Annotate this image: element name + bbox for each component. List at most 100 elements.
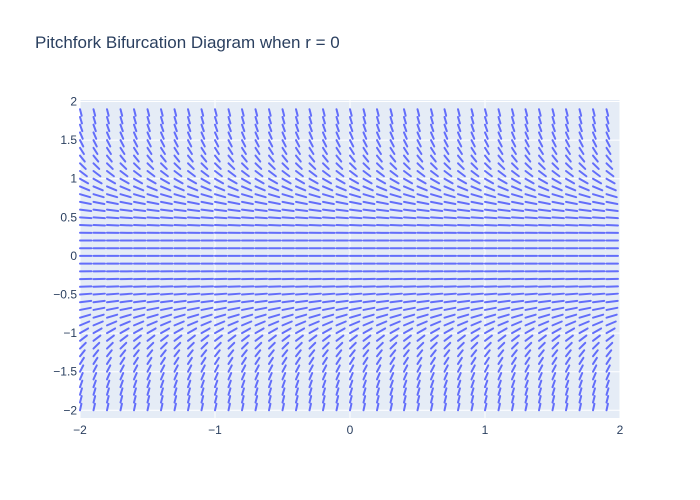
y-tick-label: −2 <box>63 403 77 417</box>
vector-arrow <box>403 334 412 342</box>
vector-arrow <box>268 292 282 296</box>
vector-arrow <box>268 387 272 396</box>
vector-arrow <box>92 193 105 199</box>
vector-arrow <box>484 177 495 185</box>
vector-arrow <box>389 208 403 212</box>
vector-arrow <box>79 185 91 192</box>
vector-arrow <box>173 299 187 304</box>
vector-arrow <box>187 387 191 396</box>
vector-arrow <box>187 154 194 163</box>
vector-arrow <box>200 131 206 140</box>
vector-arrow <box>295 208 309 212</box>
vector-arrow <box>187 162 195 170</box>
vector-arrow <box>133 320 145 327</box>
vector-arrow <box>578 334 588 342</box>
vector-arrow <box>254 177 265 185</box>
vector-arrow <box>187 208 201 212</box>
vector-arrow <box>227 146 234 156</box>
vector-arrow <box>457 146 463 156</box>
vector-arrow <box>430 334 439 342</box>
vector-arrow <box>187 123 192 133</box>
vector-arrow <box>92 364 98 373</box>
vector-arrow <box>443 177 454 185</box>
vector-arrow <box>160 162 168 170</box>
vector-arrow <box>79 154 86 163</box>
vector-arrow <box>200 146 207 156</box>
vector-arrow <box>92 177 103 185</box>
vector-arrow <box>416 341 425 350</box>
vector-arrow <box>308 193 321 199</box>
vector-arrow <box>605 292 619 296</box>
vector-arrow <box>214 364 220 373</box>
vector-arrow <box>92 320 104 327</box>
vector-arrow <box>227 208 241 212</box>
vector-arrow <box>497 306 511 311</box>
vector-arrow <box>281 123 286 133</box>
vector-arrow <box>443 327 454 335</box>
vector-arrow <box>484 299 498 304</box>
vector-arrow <box>173 313 186 319</box>
vector-arrow <box>511 177 522 185</box>
vector-arrow <box>376 395 380 404</box>
vector-arrow <box>524 364 530 373</box>
vector-arrow <box>106 402 110 412</box>
vector-arrow <box>443 356 450 365</box>
vector-arrow <box>133 200 146 206</box>
vector-arrow <box>119 327 130 335</box>
vector-arrow <box>241 131 246 140</box>
vector-arrow <box>295 372 300 381</box>
vector-arrow <box>551 320 563 327</box>
vector-arrow <box>470 364 476 373</box>
vector-arrow <box>173 216 187 220</box>
vector-arrow <box>119 200 133 206</box>
vector-arrow <box>308 177 319 185</box>
vector-arrow <box>322 395 326 404</box>
vector-arrow <box>92 139 98 148</box>
vector-arrow <box>389 108 394 117</box>
vector-arrow <box>551 395 556 404</box>
vector-arrow <box>551 402 555 412</box>
vector-arrow <box>106 364 112 373</box>
vector-arrow <box>200 356 207 365</box>
vector-arrow <box>416 372 422 381</box>
vector-arrow <box>119 349 127 358</box>
x-tick-label: −2 <box>73 423 87 437</box>
vector-arrow <box>497 154 505 163</box>
vector-arrow <box>335 313 348 319</box>
vector-arrow <box>160 139 166 148</box>
vector-arrow <box>403 313 416 319</box>
vector-arrow <box>376 356 382 365</box>
vector-arrow <box>389 185 401 192</box>
vector-arrow <box>146 146 153 156</box>
vector-arrow <box>551 313 564 319</box>
vector-arrow <box>281 402 285 412</box>
vector-arrow <box>538 334 547 342</box>
vector-arrow <box>92 108 97 117</box>
vector-arrow <box>538 170 547 178</box>
vector-arrow <box>538 185 550 192</box>
vector-arrow <box>403 154 410 163</box>
vector-arrow <box>146 379 151 389</box>
vector-arrow <box>160 193 173 199</box>
vector-arrow <box>524 299 538 304</box>
vector-arrow <box>470 387 475 396</box>
vector-arrow <box>524 146 531 156</box>
vector-arrow <box>592 341 600 350</box>
vector-arrow <box>592 299 606 304</box>
vector-arrow <box>268 115 272 125</box>
vector-arrow <box>484 387 488 396</box>
vector-arrow <box>497 292 511 296</box>
vector-arrow <box>484 139 490 148</box>
vector-arrow <box>605 402 609 412</box>
vector-arrow <box>227 108 232 117</box>
vector-arrow <box>484 356 490 365</box>
vector-arrow <box>295 334 304 342</box>
vector-arrow <box>92 327 103 335</box>
vector-arrow <box>133 216 147 220</box>
vector-arrow <box>511 379 516 389</box>
vector-arrow <box>254 131 260 140</box>
vector-arrow <box>146 299 160 304</box>
vector-arrow <box>295 115 299 125</box>
vector-arrow <box>497 379 502 389</box>
x-axis-ticks: −2 −1 0 1 2 <box>73 423 624 437</box>
